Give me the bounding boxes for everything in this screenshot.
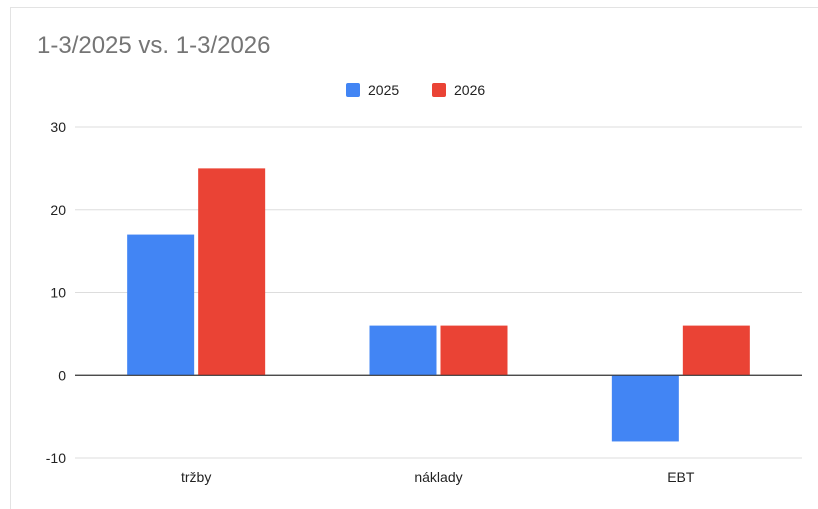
y-tick-label: -10 xyxy=(46,450,66,466)
bar-2026-0 xyxy=(198,168,266,376)
x-axis: tržby náklady EBT xyxy=(181,469,695,485)
x-tick-label: EBT xyxy=(667,469,695,485)
legend-label-2025: 2025 xyxy=(368,82,399,98)
legend: 2025 2026 xyxy=(346,82,485,98)
bar-2025-0 xyxy=(127,234,195,376)
bar-2025-2 xyxy=(611,375,679,442)
y-axis: 30 20 10 0 -10 xyxy=(46,119,66,466)
x-tick-label: tržby xyxy=(181,469,211,485)
y-tick-label: 30 xyxy=(50,119,66,135)
bar-2026-2 xyxy=(682,325,750,376)
bar-2026-1 xyxy=(440,325,508,376)
bar-2025-1 xyxy=(369,325,437,376)
x-tick-label: náklady xyxy=(414,469,462,485)
chart-title: 1-3/2025 vs. 1-3/2026 xyxy=(37,32,271,59)
bars xyxy=(127,168,750,442)
y-tick-label: 0 xyxy=(58,367,66,383)
y-tick-label: 20 xyxy=(50,202,66,218)
legend-swatch-2025 xyxy=(346,83,360,97)
y-tick-label: 10 xyxy=(50,285,66,301)
legend-label-2026: 2026 xyxy=(454,82,485,98)
legend-swatch-2026 xyxy=(432,83,446,97)
